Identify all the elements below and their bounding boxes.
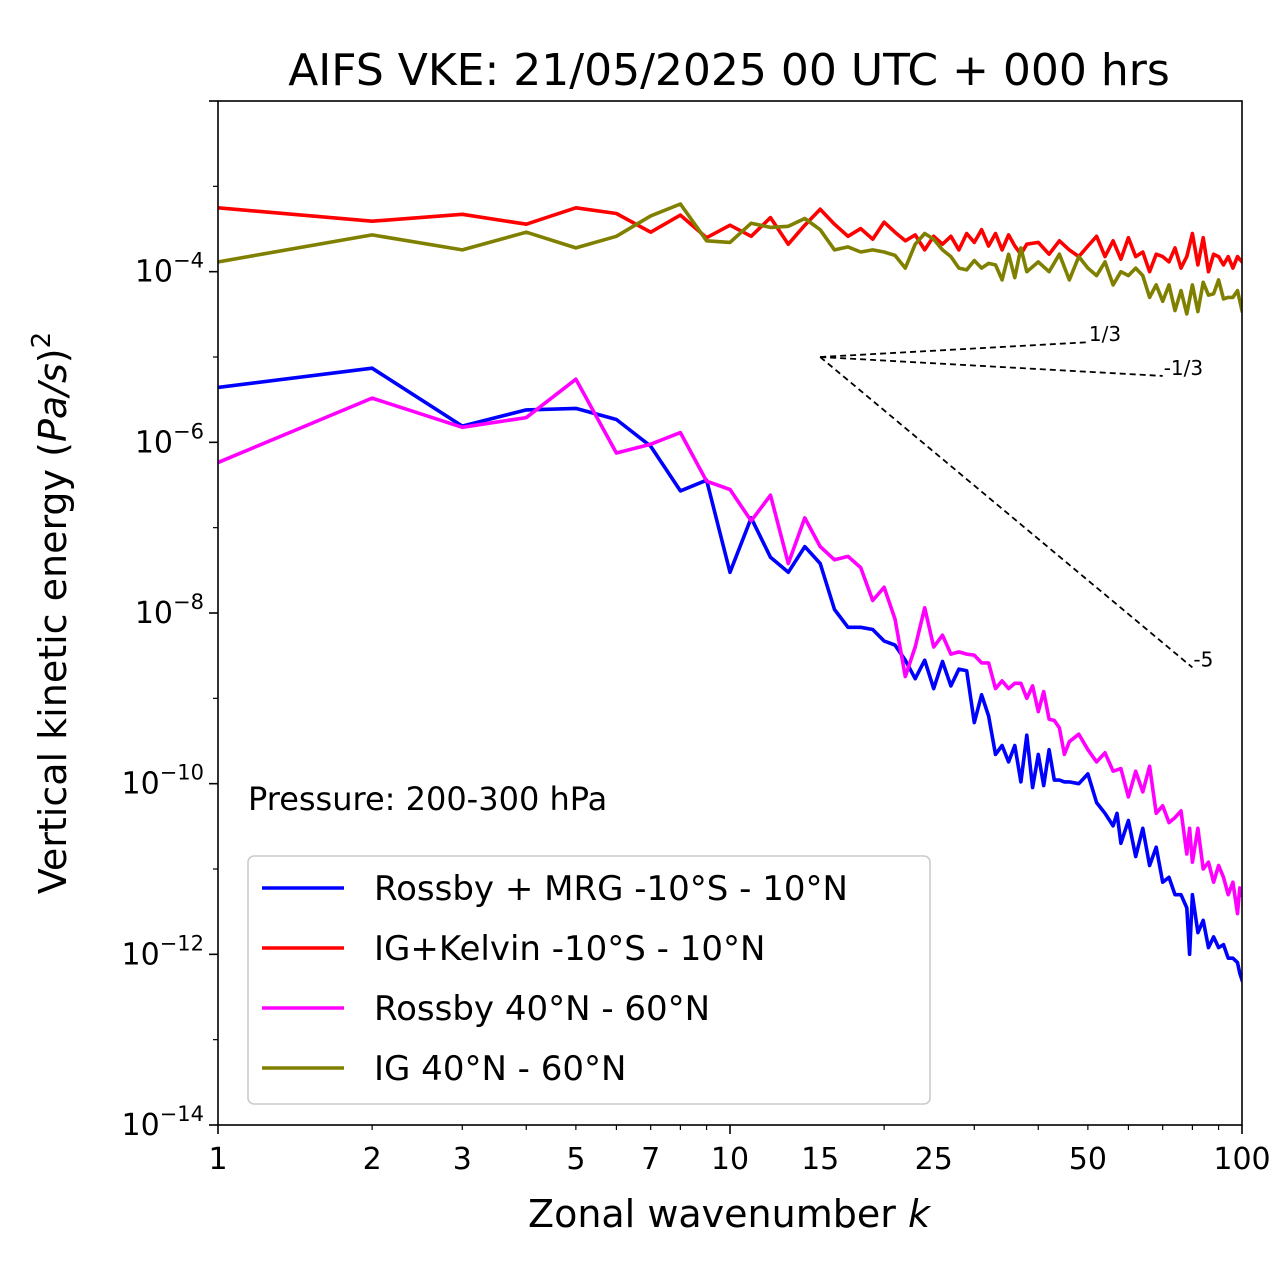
legend-label-3: Rossby 40°N - 60°N (374, 989, 710, 1029)
slope-line-1 (820, 341, 1088, 358)
slope-line-2 (820, 356, 1163, 377)
y-axis-label: Vertical kinetic energy (Pa/s)2 (27, 332, 75, 894)
slope-label-1: 1/3 (1089, 322, 1121, 346)
slope-line-3 (819, 356, 1193, 669)
y-axis-label-exponent: 2 (27, 332, 57, 349)
y-tick-exponent: −4 (173, 249, 204, 273)
y-tick-label: 10−12 (121, 931, 204, 972)
y-axis-label-close: ) (31, 348, 75, 363)
series-line-3 (218, 377, 1242, 916)
x-axis-label-main: Zonal wavenumber (528, 1192, 908, 1236)
y-tick-label: 10−6 (135, 419, 204, 460)
x-tick-label: 3 (453, 1142, 472, 1177)
x-tick-label: 25 (915, 1142, 953, 1177)
series-line-4 (218, 202, 1242, 316)
legend: Rossby + MRG -10°S - 10°N IG+Kelvin -10°S… (247, 855, 931, 1105)
y-axis-label-variable: Pa/s (31, 363, 75, 442)
y-tick-exponent: −12 (160, 931, 204, 955)
y-tick-base: 10 (121, 937, 159, 972)
y-tick-exponent: −14 (160, 1102, 204, 1126)
pressure-annotation: Pressure: 200-300 hPa (248, 780, 607, 818)
y-axis-label-main: Vertical kinetic energy ( (31, 442, 75, 894)
legend-label-1: Rossby + MRG -10°S - 10°N (374, 869, 848, 909)
series-layer (218, 202, 1242, 983)
y-tick-base: 10 (121, 767, 159, 802)
y-tick-exponent: −8 (173, 590, 204, 614)
y-tick-exponent: −6 (173, 419, 204, 443)
y-tick-exponent: −10 (160, 761, 204, 785)
y-tick-base: 10 (121, 1108, 159, 1143)
legend-box (247, 855, 931, 1105)
x-axis-label-variable: k (908, 1192, 932, 1236)
x-tick-label: 100 (1213, 1142, 1270, 1177)
slope-label-2: -1/3 (1164, 356, 1203, 380)
x-tick-label: 7 (641, 1142, 660, 1177)
legend-label-4: IG 40°N - 60°N (374, 1049, 626, 1089)
legend-label-2: IG+Kelvin -10°S - 10°N (374, 929, 765, 969)
x-tick-label: 2 (363, 1142, 382, 1177)
y-tick-base: 10 (135, 425, 173, 460)
y-tick-label: 10−14 (121, 1102, 204, 1143)
chart-title: AIFS VKE: 21/05/2025 00 UTC + 000 hrs (288, 45, 1170, 96)
x-axis-ticks: 1 2 3 5 7 10 15 25 50 100 (208, 1125, 1271, 1177)
y-tick-base: 10 (135, 596, 173, 631)
x-tick-label: 15 (801, 1142, 839, 1177)
x-tick-label: 10 (711, 1142, 749, 1177)
slope-label-3: -5 (1193, 647, 1213, 671)
y-tick-base: 10 (135, 255, 173, 290)
x-tick-label: 1 (208, 1142, 227, 1177)
series-line-1 (218, 366, 1242, 983)
x-tick-label: 50 (1069, 1142, 1107, 1177)
y-tick-label: 10−8 (135, 590, 204, 631)
y-tick-label: 10−10 (121, 761, 204, 802)
reference-slopes: 1/3 -1/3 -5 (819, 322, 1213, 671)
x-axis-label: Zonal wavenumber k (528, 1192, 932, 1236)
y-tick-label: 10−4 (135, 249, 204, 290)
x-tick-label: 5 (566, 1142, 585, 1177)
